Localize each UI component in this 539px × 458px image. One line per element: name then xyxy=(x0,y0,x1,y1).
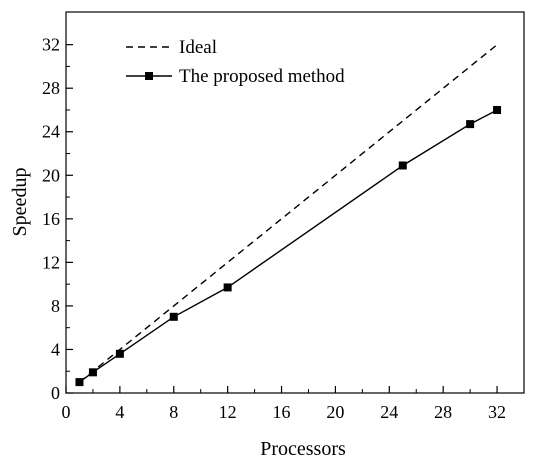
y-tick-label: 16 xyxy=(42,209,60,229)
series-lines xyxy=(79,44,498,383)
y-tick-label: 0 xyxy=(51,383,60,403)
data-point-marker xyxy=(466,120,475,129)
legend-label-proposed: The proposed method xyxy=(179,66,345,87)
legend-label-ideal: Ideal xyxy=(179,37,217,58)
x-tick-label: 24 xyxy=(380,402,398,422)
y-tick-label: 32 xyxy=(42,35,60,55)
series-line-0 xyxy=(79,44,498,383)
x-axis-label: Processors xyxy=(260,438,346,458)
data-point-marker xyxy=(223,283,232,292)
data-point-marker xyxy=(88,368,97,377)
data-point-marker xyxy=(493,105,502,114)
plot-frame xyxy=(65,11,525,394)
x-tick-label: 8 xyxy=(169,402,178,422)
y-tick-label: 20 xyxy=(42,165,60,185)
data-point-marker xyxy=(398,161,407,170)
x-tick-label: 16 xyxy=(273,402,291,422)
data-point-marker xyxy=(169,312,178,321)
y-tick-label: 8 xyxy=(51,296,60,316)
data-point-marker xyxy=(115,349,124,358)
y-axis-ticks: 0 4 8 12 16 20 24 28 32 xyxy=(42,35,73,403)
series-markers xyxy=(75,105,502,387)
y-tick-label: 12 xyxy=(42,252,60,272)
x-tick-label: 32 xyxy=(488,402,506,422)
x-tick-label: 12 xyxy=(219,402,237,422)
y-tick-label: 24 xyxy=(42,122,60,142)
x-axis-ticks: 0 4 8 12 16 20 24 28 32 xyxy=(62,386,506,422)
y-tick-label: 28 xyxy=(42,78,60,98)
y-axis-label: Speedup xyxy=(9,168,31,237)
data-point-marker xyxy=(75,378,84,387)
series-line-1 xyxy=(79,109,498,383)
legend-marker-proposed xyxy=(145,72,153,80)
y-tick-label: 4 xyxy=(51,339,60,359)
x-tick-label: 20 xyxy=(326,402,344,422)
legend: Ideal The proposed method xyxy=(126,37,345,87)
x-tick-label: 0 xyxy=(62,402,71,422)
x-tick-label: 4 xyxy=(115,402,124,422)
axes xyxy=(65,11,525,394)
x-tick-label: 28 xyxy=(434,402,452,422)
